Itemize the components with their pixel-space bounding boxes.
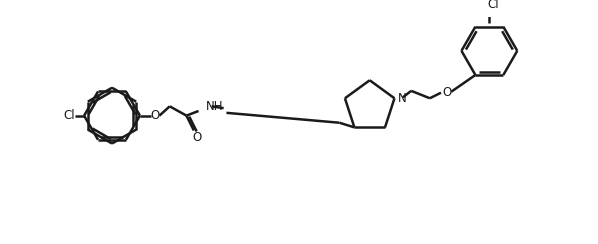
Text: Cl: Cl <box>63 109 75 122</box>
Text: O: O <box>442 86 451 99</box>
Text: Cl: Cl <box>487 0 499 11</box>
Text: O: O <box>150 109 160 122</box>
Text: N: N <box>398 92 407 105</box>
Text: O: O <box>192 131 202 143</box>
Text: NH: NH <box>206 100 224 113</box>
